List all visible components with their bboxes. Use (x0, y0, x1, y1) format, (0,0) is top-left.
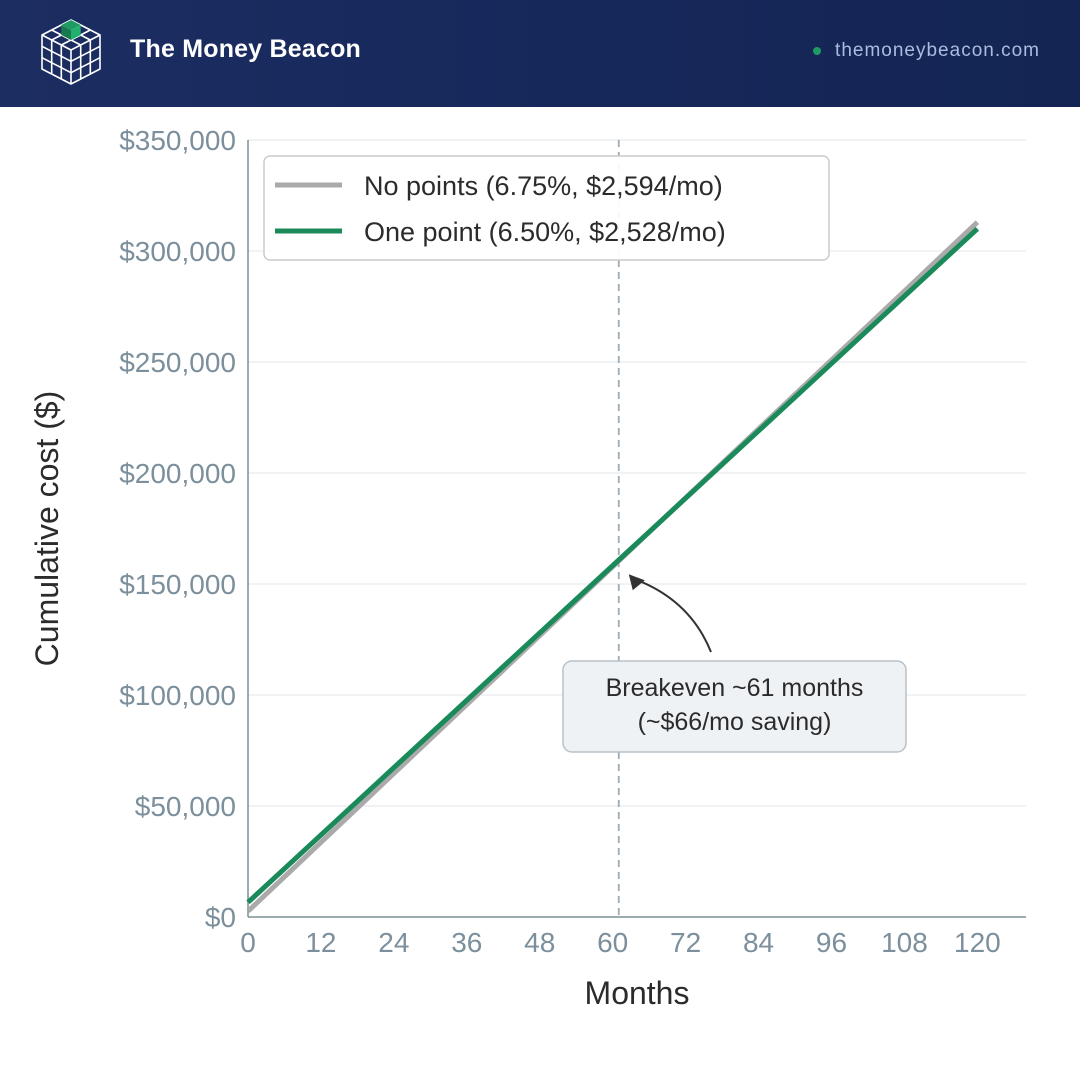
x-tick-label: 60 (597, 927, 628, 958)
x-tick-label: 12 (305, 927, 336, 958)
brand-name: The Money Beacon (130, 35, 362, 63)
legend-label-2: One point (6.50%, $2,528/mo) (364, 217, 726, 247)
legend-box (263, 155, 830, 261)
annotation-arrow-head (628, 574, 645, 591)
cube-grid-icon (41, 19, 101, 85)
y-tick-label: $250,000 (119, 347, 236, 378)
status-dot-icon (813, 47, 822, 55)
y-tick-label: $200,000 (119, 458, 236, 489)
series-line-2 (246, 226, 980, 905)
annotation-box (562, 660, 907, 753)
annotation-text-line: Breakeven ~61 months (606, 674, 864, 702)
x-tick-label: 108 (881, 927, 928, 958)
site-url-text: themoneybeacon.com (835, 40, 1040, 61)
y-tick-label: $150,000 (119, 569, 236, 600)
cumulative-cost-chart: $0 $50,000 $100,000 $150,000 $200,000 $250,00… (29, 125, 1026, 1011)
y-tick-label: $50,000 (135, 791, 236, 822)
y-tick-label: $0 (205, 902, 236, 933)
x-tick-label: 84 (743, 927, 774, 958)
annotation-arrow-shaft (634, 578, 712, 653)
annotation-text-line: (~$66/mo saving) (638, 708, 832, 736)
x-tick-label: 24 (378, 927, 409, 958)
x-tick-label: 96 (816, 927, 847, 958)
legend-label-1: No points (6.75%, $2,594/mo) (364, 171, 723, 201)
x-tick-label: 0 (240, 927, 256, 958)
x-tick-label: 36 (451, 927, 482, 958)
y-tick-label: $350,000 (119, 125, 236, 156)
y-tick-label: $300,000 (119, 236, 236, 267)
x-tick-label: 120 (954, 927, 1001, 958)
y-axis-title: Cumulative cost ($) (29, 391, 65, 667)
x-axis-title: Months (585, 975, 690, 1011)
y-tick-label: $100,000 (119, 680, 236, 711)
x-tick-label: 72 (670, 927, 701, 958)
x-tick-label: 48 (524, 927, 555, 958)
header-bar: The Money Beacon themoneybeacon.com (0, 0, 1080, 107)
site-url[interactable]: themoneybeacon.com (813, 40, 1040, 62)
